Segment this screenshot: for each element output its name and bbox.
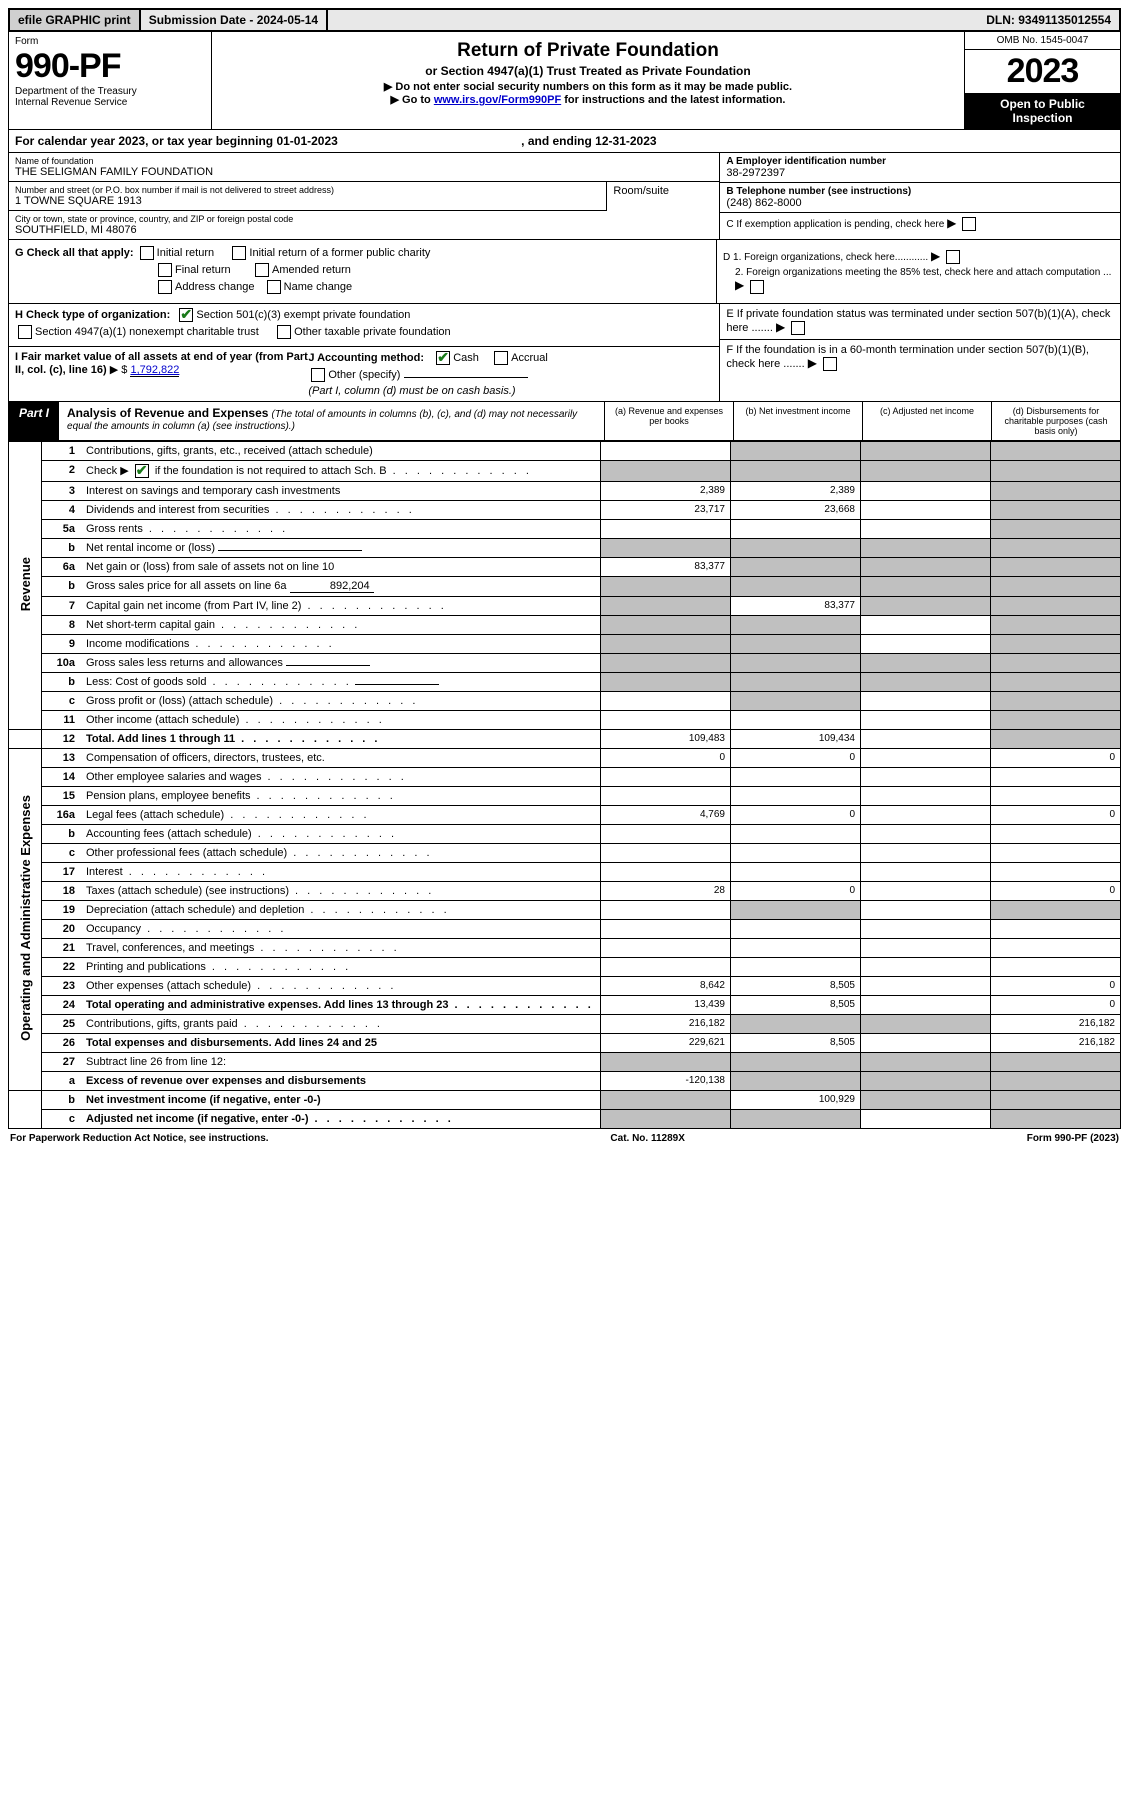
- checkbox-final[interactable]: [158, 263, 172, 277]
- check-section-gd: G Check all that apply: Initial return I…: [8, 240, 1121, 304]
- footer-right: Form 990-PF (2023): [1027, 1133, 1119, 1144]
- name-label: Name of foundation: [15, 156, 713, 166]
- checkbox-initial-former[interactable]: [232, 246, 246, 260]
- form-number: 990-PF: [15, 47, 205, 86]
- checkbox-c[interactable]: [962, 217, 976, 231]
- checkbox-other-taxable[interactable]: [277, 325, 291, 339]
- checkbox-4947[interactable]: [18, 325, 32, 339]
- tax-year: 2023: [965, 50, 1120, 93]
- checkbox-name-change[interactable]: [267, 280, 281, 294]
- instr-ssn: ▶ Do not enter social security numbers o…: [222, 80, 954, 93]
- addr-label: Number and street (or P.O. box number if…: [15, 185, 600, 195]
- ein-label: A Employer identification number: [726, 156, 1114, 167]
- g-label: G Check all that apply:: [15, 247, 134, 259]
- room-label: Room/suite: [613, 185, 713, 197]
- omb-number: OMB No. 1545-0047: [965, 32, 1120, 50]
- fmv-link[interactable]: 1,792,822: [130, 364, 179, 377]
- checkbox-amended[interactable]: [255, 263, 269, 277]
- checkbox-accrual[interactable]: [494, 351, 508, 365]
- checkbox-initial[interactable]: [140, 246, 154, 260]
- footer-center: Cat. No. 11289X: [610, 1133, 684, 1144]
- open-public-badge: Open to Public Inspection: [965, 93, 1120, 129]
- part1-label: Part I: [9, 402, 59, 440]
- phone-label: B Telephone number (see instructions): [726, 186, 1114, 197]
- checkbox-d2[interactable]: [750, 280, 764, 294]
- checkbox-f[interactable]: [823, 357, 837, 371]
- footer-left: For Paperwork Reduction Act Notice, see …: [10, 1133, 269, 1144]
- checkbox-addr-change[interactable]: [158, 280, 172, 294]
- city-label: City or town, state or province, country…: [15, 214, 713, 224]
- form-header: Form 990-PF Department of the Treasury I…: [8, 32, 1121, 130]
- foundation-addr: 1 TOWNE SQUARE 1913: [15, 195, 600, 207]
- col-a-head: (a) Revenue and expenses per books: [604, 402, 733, 440]
- irs-label: Internal Revenue Service: [15, 97, 205, 108]
- foundation-name: THE SELIGMAN FAMILY FOUNDATION: [15, 166, 713, 178]
- phone-value: (248) 862-8000: [726, 197, 1114, 209]
- foundation-info: Name of foundation THE SELIGMAN FAMILY F…: [8, 153, 1121, 240]
- hij-section: H Check type of organization: Section 50…: [8, 304, 1121, 402]
- revenue-section-label: Revenue: [9, 442, 42, 730]
- page-footer: For Paperwork Reduction Act Notice, see …: [8, 1129, 1121, 1148]
- checkbox-schb[interactable]: [135, 464, 149, 478]
- part1-header: Part I Analysis of Revenue and Expenses …: [8, 402, 1121, 441]
- foundation-city: SOUTHFIELD, MI 48076: [15, 224, 713, 236]
- part1-table: Revenue 1Contributions, gifts, grants, e…: [8, 441, 1121, 1129]
- checkbox-other-method[interactable]: [311, 368, 325, 382]
- col-c-head: (c) Adjusted net income: [862, 402, 991, 440]
- col-b-head: (b) Net investment income: [733, 402, 862, 440]
- dept-treasury: Department of the Treasury: [15, 86, 205, 97]
- checkbox-e[interactable]: [791, 321, 805, 335]
- instr-link-line: ▶ Go to www.irs.gov/Form990PF for instru…: [222, 93, 954, 106]
- form-subtitle: or Section 4947(a)(1) Trust Treated as P…: [222, 64, 954, 78]
- submission-date: Submission Date - 2024-05-14: [141, 10, 328, 30]
- checkbox-501c3[interactable]: [179, 308, 193, 322]
- calendar-year-row: For calendar year 2023, or tax year begi…: [8, 130, 1121, 153]
- form-title: Return of Private Foundation: [222, 40, 954, 62]
- form-word: Form: [15, 36, 205, 47]
- efile-print-btn[interactable]: efile GRAPHIC print: [10, 10, 141, 30]
- ein-value: 38-2972397: [726, 167, 1114, 179]
- checkbox-cash[interactable]: [436, 351, 450, 365]
- opex-section-label: Operating and Administrative Expenses: [9, 749, 42, 1091]
- checkbox-d1[interactable]: [946, 250, 960, 264]
- irs-form-link[interactable]: www.irs.gov/Form990PF: [434, 94, 561, 106]
- top-bar: efile GRAPHIC print Submission Date - 20…: [8, 8, 1121, 32]
- col-d-head: (d) Disbursements for charitable purpose…: [991, 402, 1120, 440]
- dln-number: DLN: 93491135012554: [978, 10, 1119, 30]
- c-label: C If exemption application is pending, c…: [726, 219, 944, 230]
